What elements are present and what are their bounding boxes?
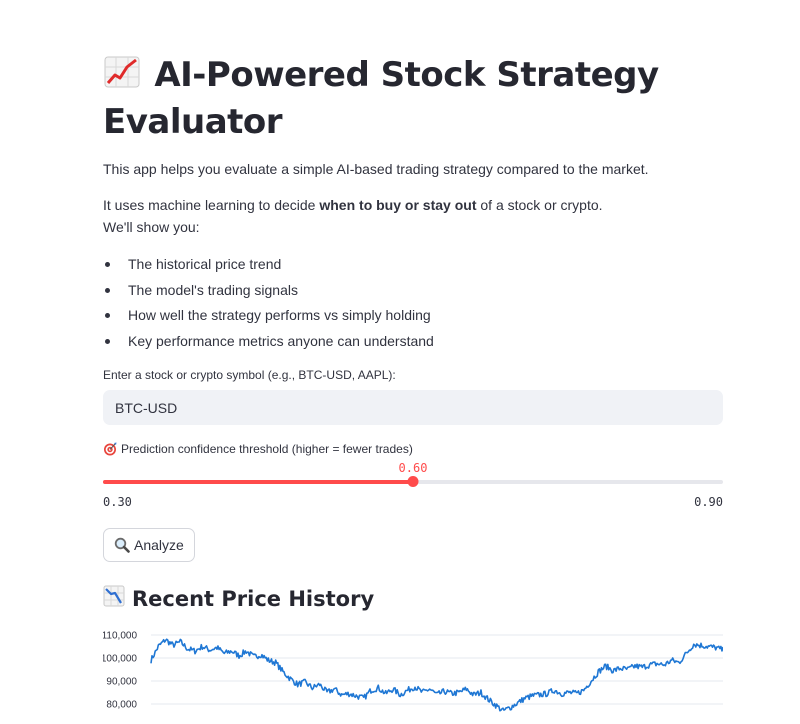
price-history-chart-svg: 110,000 100,000 90,000 80,000 [103, 631, 723, 712]
slider-min-label: 0.30 [103, 495, 132, 509]
intro-line-2-prefix: It uses machine learning to decide [103, 197, 320, 213]
intro-line-2-bold: when to buy or stay out [319, 197, 477, 213]
threshold-slider-label-text: Prediction confidence threshold (higher … [121, 442, 413, 456]
y-tick-label: 80,000 [106, 700, 137, 711]
threshold-slider-track[interactable] [103, 476, 723, 487]
price-series-line [150, 638, 723, 712]
feature-list: The historical price trend The model's t… [103, 253, 434, 355]
analyze-button[interactable]: Analyze [103, 528, 195, 562]
price-history-chart[interactable]: 110,000 100,000 90,000 80,000 [103, 626, 723, 724]
symbol-input-label: Enter a stock or crypto symbol (e.g., BT… [103, 368, 396, 382]
chart-decreasing-icon [103, 585, 125, 612]
intro-line-3: We'll show you: [103, 219, 200, 235]
list-item: Key performance metrics anyone can under… [103, 330, 434, 356]
price-history-title: Recent Price History [132, 586, 375, 611]
price-history-heading: Recent Price History [103, 585, 374, 612]
list-item: The model's trading signals [103, 279, 434, 305]
analyze-button-label: Analyze [134, 537, 184, 553]
chart-increasing-icon [103, 52, 143, 99]
magnifying-glass-icon [114, 537, 130, 553]
list-item: The historical price trend [103, 253, 434, 279]
page-title-text: AI-Powered Stock Strategy Evaluator [103, 55, 659, 142]
threshold-slider-fill [103, 480, 413, 484]
y-tick-label: 110,000 [103, 631, 137, 642]
symbol-input[interactable] [103, 390, 723, 425]
slider-current-value: 0.60 [398, 461, 428, 475]
y-tick-label: 100,000 [103, 654, 137, 665]
target-icon [103, 442, 117, 456]
slider-max-label: 0.90 [694, 495, 723, 509]
page-title: AI-Powered Stock Strategy Evaluator [103, 52, 723, 146]
threshold-slider-thumb[interactable] [407, 476, 419, 487]
intro-line-2: It uses machine learning to decide when … [103, 194, 603, 216]
threshold-slider-label: Prediction confidence threshold (higher … [103, 442, 413, 456]
intro-line-2-suffix: of a stock or crypto. [476, 197, 603, 213]
y-tick-label: 90,000 [106, 677, 137, 688]
intro-line-1: This app helps you evaluate a simple AI-… [103, 161, 649, 177]
list-item: How well the strategy performs vs simply… [103, 304, 434, 330]
